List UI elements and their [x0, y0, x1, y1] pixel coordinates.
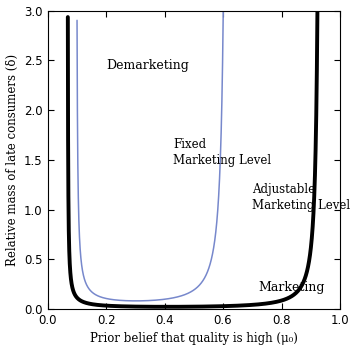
Text: Demarketing: Demarketing	[106, 59, 189, 72]
Text: Adjustable
Marketing Level: Adjustable Marketing Level	[252, 183, 350, 212]
Text: Marketing: Marketing	[258, 281, 325, 294]
Y-axis label: Relative mass of late consumers (δ): Relative mass of late consumers (δ)	[5, 54, 19, 266]
Text: Fixed
Marketing Level: Fixed Marketing Level	[173, 138, 271, 167]
X-axis label: Prior belief that quality is high (μ₀): Prior belief that quality is high (μ₀)	[90, 332, 298, 345]
